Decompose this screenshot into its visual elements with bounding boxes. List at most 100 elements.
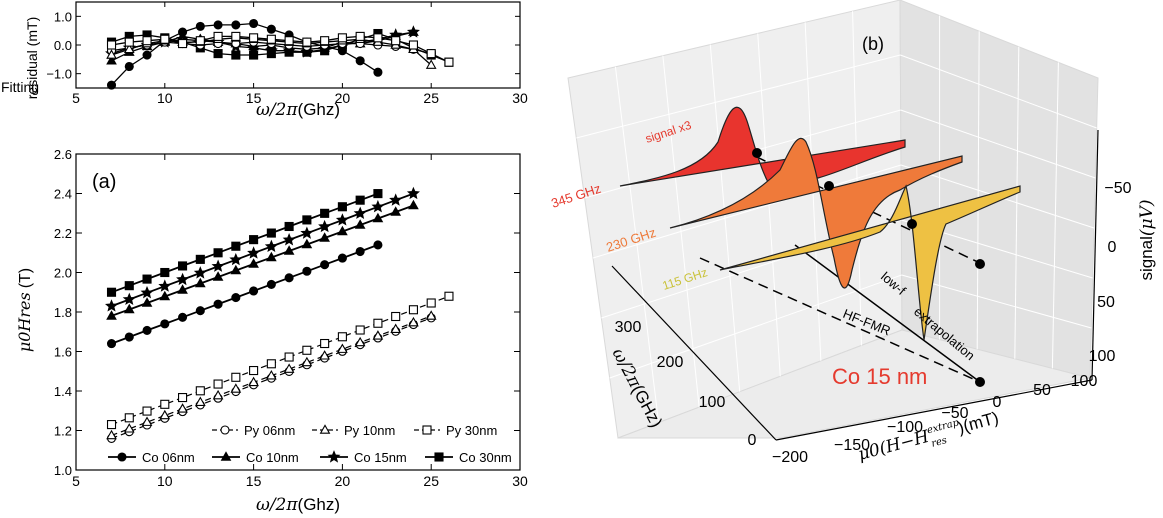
residual-ytick-label: 1.0 [54, 9, 72, 24]
panel-a-point [195, 386, 205, 396]
panel-a-series-co-30nm [106, 189, 383, 297]
residual-point [106, 40, 117, 50]
y-axis-line [611, 265, 777, 441]
residual-ylabel-unit: (mT) [24, 17, 40, 47]
panel-a-point [178, 393, 188, 403]
panel-a-point [391, 311, 401, 322]
panel-a-point [123, 303, 135, 314]
grid-line [901, 274, 1092, 329]
hf-fmr-line [699, 257, 981, 383]
panel-a-point [178, 312, 188, 322]
panel-b-xtick-label: 0 [993, 394, 1002, 411]
panel-a-point [337, 253, 347, 263]
panel-a-point [124, 413, 134, 423]
panel-a-ytick-label: 2.2 [54, 226, 72, 241]
panel-a-point [229, 252, 243, 266]
panel-a-xlabel: ω/2π(Ghz) [256, 495, 340, 515]
residual-point [425, 59, 437, 69]
panel-b: −200 −150 −100 −50 0 50 100 0 100 200 300 −50 0 50 100… [549, 0, 1157, 466]
panel-a-line-co-10nm [111, 204, 414, 317]
panel-a-point [195, 254, 205, 264]
panel-a-xtick-label: 20 [335, 473, 351, 489]
panel-a-point [266, 369, 277, 380]
panel-a-point [373, 189, 383, 199]
panel-a-point [176, 272, 190, 286]
panel-a-point [284, 221, 294, 232]
legend-marker [422, 425, 432, 435]
panel-a-point [142, 325, 152, 335]
panel-a-point [194, 396, 206, 407]
panel-b-zlabel-text: signal [1137, 236, 1156, 280]
panel-a-point [320, 338, 330, 349]
panel-a-point [122, 292, 136, 305]
panel-a-point [159, 409, 171, 420]
residual-series-co-10nm [106, 26, 419, 65]
residual-panel: 5 10 15 20 25 30 1.0 0.0 −1.0 Fitting residual (… [1, 1, 528, 120]
legend-marker [434, 452, 444, 462]
residual-point [106, 55, 117, 65]
residual-point [266, 24, 276, 34]
trace-230-ghz [669, 137, 963, 289]
panel-a-point [337, 225, 348, 236]
panel-a-ytick-label: 1.2 [54, 424, 72, 439]
panel-a-ytick-label: 2.6 [54, 147, 72, 162]
panel-a-point [248, 258, 259, 268]
residual-ylabel: residual (mT) [24, 17, 40, 99]
panel-b-ytick-label: 200 [657, 354, 684, 371]
panel-a-series-co-10nm [106, 199, 419, 320]
residual-point [213, 49, 223, 59]
residual-series-co-06nm [106, 18, 383, 90]
panel-a-point [266, 279, 276, 289]
sample-label: Co 15 nm [832, 364, 927, 389]
panel-a-point [160, 319, 170, 329]
residual-point [195, 21, 205, 31]
panel-b-label: (b) [862, 34, 884, 54]
panel-a-point [284, 273, 294, 283]
panel-a-point [337, 202, 347, 212]
legend-label: Co 30nm [459, 450, 512, 465]
x-axis-line [775, 379, 1093, 441]
panel-a-point [193, 266, 207, 279]
resonance-dot-345 [752, 148, 762, 158]
legend-marker [319, 424, 331, 434]
residual-point [178, 39, 188, 49]
panel-a-point [264, 239, 278, 253]
legend-marker [220, 451, 232, 461]
panel-a-point [247, 246, 261, 259]
panel-a-point [408, 199, 419, 210]
grid-line [576, 54, 901, 139]
panel-a-ytick-label: 1.8 [54, 305, 72, 320]
panel-a-xtick-label: 15 [246, 473, 262, 489]
panel-b-ztick-label: 0 [1108, 239, 1117, 256]
residual-line-co-06nm [111, 22, 379, 86]
panel-a-point [211, 259, 225, 272]
residual-xtick-label: 15 [246, 90, 262, 106]
panel-a-point [212, 271, 224, 281]
panel-b-xtick-label: 50 [1033, 382, 1051, 399]
panel-b-xtick-label: −50 [941, 405, 968, 422]
residual-point [195, 36, 205, 46]
panel-a-ytick-label: 2.4 [54, 187, 72, 202]
residual-point [142, 50, 152, 60]
panel-a-line-co-06nm [111, 244, 379, 345]
panel-a-point [159, 290, 171, 301]
panel-a-point [231, 241, 241, 251]
panel-a-point [372, 212, 384, 223]
panel-a-point [142, 274, 152, 284]
residual-xlabel-unit: (Ghz) [298, 100, 341, 119]
extrapolation-line [794, 244, 981, 383]
residual-point [355, 56, 365, 66]
panel-a-ylabel-math: μ0Hres [15, 292, 34, 352]
z-axis-line [1091, 129, 1099, 381]
panel-a-line-co-30nm [111, 192, 379, 294]
residual-point [142, 36, 152, 46]
panel-a-point [106, 420, 117, 430]
panel-a-point [106, 310, 117, 320]
panel-a-ytick-label: 1.4 [54, 384, 72, 399]
legend-marker [117, 452, 127, 462]
resonance-dot-115 [907, 219, 917, 229]
panel-b-ytick-label: 100 [699, 394, 726, 411]
panel-b-xtick-label: −100 [887, 419, 923, 436]
grid-line [976, 31, 980, 350]
resonance-dot-230 [824, 181, 834, 191]
